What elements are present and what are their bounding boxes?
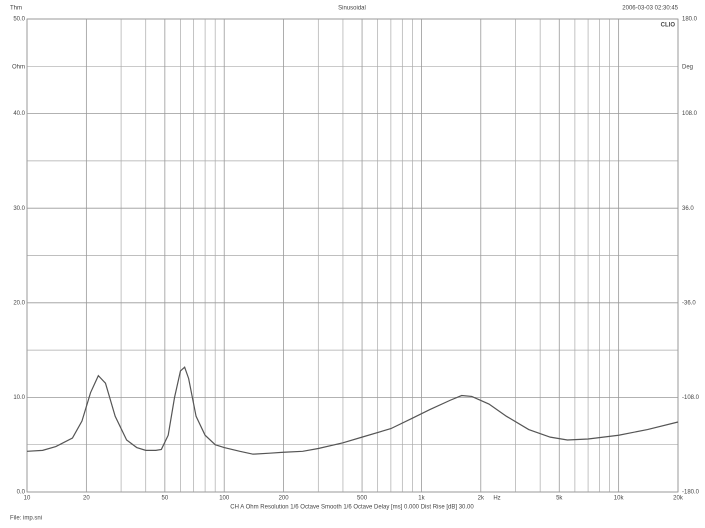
x-tick-label: 50 xyxy=(162,496,169,502)
settings-line: CH A Ohm Resolution 1/6 Octave Smooth 1/… xyxy=(230,505,474,511)
timestamp: 2006-03-03 02:30:45 xyxy=(622,6,678,12)
x-tick-label: 10 xyxy=(24,496,31,502)
x-tick-label: 20k xyxy=(673,496,684,502)
x-tick-label: 5k xyxy=(556,496,563,502)
brand: CLIO xyxy=(661,23,676,29)
y-tick-label: 40.0 xyxy=(13,111,25,117)
x-unit: Hz xyxy=(493,496,500,502)
y2-tick-label: 36.0 xyxy=(682,206,694,212)
y2-tick-label: -108.0 xyxy=(682,395,700,401)
x-tick-label: 500 xyxy=(357,496,368,502)
y-tick-label: 50.0 xyxy=(13,17,25,23)
y2-tick-label: 108.0 xyxy=(682,111,698,117)
y-tick-label: 20.0 xyxy=(13,300,25,306)
x-tick-label: 20 xyxy=(83,496,90,502)
x-tick-label: 10k xyxy=(614,496,625,502)
y-tick-label: 0.0 xyxy=(17,490,26,496)
y2-tick-label: -180.0 xyxy=(682,490,700,496)
y2-unit: Deg xyxy=(682,65,693,71)
x-tick-label: 1k xyxy=(418,496,425,502)
chart-title: Sinusoidal xyxy=(338,6,366,12)
x-tick-label: 200 xyxy=(279,496,290,502)
y-tick-label: 30.0 xyxy=(13,206,25,212)
x-tick-label: 2k xyxy=(478,496,485,502)
impedance-line xyxy=(26,366,679,455)
x-tick-label: 100 xyxy=(219,496,230,502)
y2-tick-label: 180.0 xyxy=(682,17,698,23)
file-label: File: imp.sni xyxy=(10,516,42,522)
y-unit: Ohm xyxy=(12,65,25,71)
y-tick-label: 10.0 xyxy=(13,395,25,401)
y2-tick-label: -36.0 xyxy=(682,300,696,306)
top-left-label: Thm xyxy=(10,6,22,12)
